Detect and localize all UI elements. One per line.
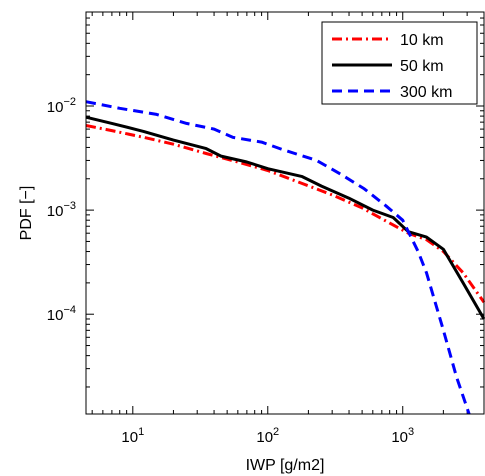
legend-label: 10 km <box>400 32 444 49</box>
y-tick-label: 10−2 <box>47 96 76 116</box>
legend-box <box>321 21 478 105</box>
legend-label: 50 km <box>400 58 444 75</box>
x-axis-title: IWP [g/m2] <box>246 457 325 474</box>
y-tick-label-exponent: −2 <box>63 96 76 108</box>
y-tick-label-exponent: −4 <box>63 304 76 316</box>
x-tick-label-base: 10 <box>256 429 273 446</box>
x-tick-label-exponent: 3 <box>408 426 414 438</box>
y-tick-label-exponent: −3 <box>63 200 76 212</box>
x-tick-label-base: 10 <box>121 429 138 446</box>
y-tick-label: 10−3 <box>47 200 76 220</box>
series-line-50-km <box>85 115 485 320</box>
y-axis-title: PDF [−] <box>18 186 35 241</box>
series-line-300-km <box>85 100 471 415</box>
series-layer <box>85 100 485 415</box>
legend-label: 300 km <box>400 84 452 101</box>
x-tick-label-exponent: 1 <box>138 426 144 438</box>
x-tick-label: 103 <box>391 426 414 446</box>
y-tick-label: 10−4 <box>47 304 76 324</box>
y-tick-label-base: 10 <box>47 307 64 324</box>
series-line-10-km <box>85 124 485 304</box>
y-tick-label-base: 10 <box>47 203 64 220</box>
x-tick-label-base: 10 <box>391 429 408 446</box>
x-tick-label: 101 <box>121 426 144 446</box>
legend: 10 km 50 km 300 km <box>321 21 478 105</box>
y-tick-label-base: 10 <box>47 99 64 116</box>
x-tick-label: 102 <box>256 426 279 446</box>
x-tick-label-exponent: 2 <box>273 426 279 438</box>
plot-frame <box>85 11 485 415</box>
